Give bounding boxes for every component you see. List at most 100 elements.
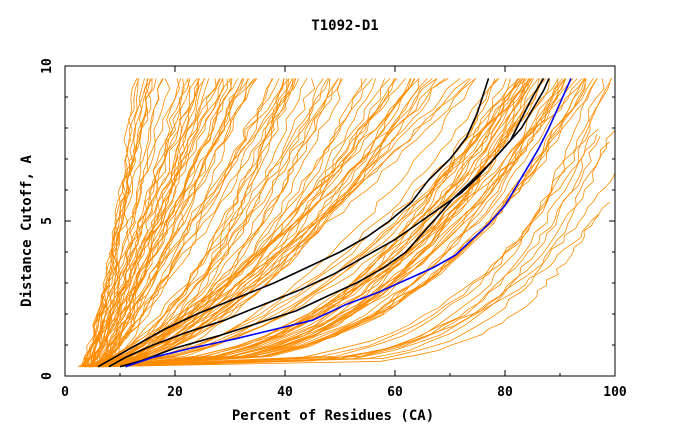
model-curve xyxy=(93,78,232,367)
model-curve xyxy=(87,78,373,368)
model-curve xyxy=(81,78,232,367)
model-curve xyxy=(86,78,182,367)
model-curve xyxy=(88,133,598,368)
chart-title: T1092-D1 xyxy=(311,18,378,34)
x-axis-label: Percent of Residues (CA) xyxy=(232,408,434,424)
model-curve xyxy=(108,78,152,367)
model-curve xyxy=(88,78,164,367)
model-curve xyxy=(101,128,599,368)
highlight-curve-black xyxy=(119,78,550,368)
x-tick-label: 40 xyxy=(277,385,293,400)
model-curve xyxy=(95,78,472,368)
highlight-curve-black xyxy=(97,78,490,368)
model-curve xyxy=(88,78,411,368)
y-tick-label: 0 xyxy=(40,372,55,380)
x-tick-label: 0 xyxy=(61,385,69,400)
model-curve xyxy=(81,78,250,367)
x-tick-label: 80 xyxy=(497,385,513,400)
model-curve xyxy=(98,78,316,368)
model-curve xyxy=(105,201,611,368)
model-curve xyxy=(98,78,198,367)
model-curve xyxy=(93,78,613,368)
y-axis-label: Distance Cutoff, A xyxy=(19,155,35,307)
model-curve xyxy=(98,78,308,368)
model-curve xyxy=(101,78,420,368)
model-curve xyxy=(102,78,367,368)
model-curve xyxy=(77,78,249,368)
model-curve xyxy=(96,78,598,368)
model-curve xyxy=(105,172,616,368)
x-axis-ticks: 0 20 40 60 80 100 xyxy=(61,66,627,400)
model-curve xyxy=(80,78,151,367)
model-curve xyxy=(88,130,616,368)
model-curve xyxy=(104,78,255,368)
model-curve xyxy=(96,78,534,368)
model-curve xyxy=(96,78,190,367)
model-curve xyxy=(89,141,610,368)
model-curve xyxy=(100,78,543,368)
model-curve xyxy=(106,78,533,368)
model-curve xyxy=(99,214,600,368)
model-curves xyxy=(77,78,616,368)
model-curve xyxy=(85,78,438,368)
model-curve xyxy=(85,78,612,368)
model-curve xyxy=(109,78,540,368)
model-curve xyxy=(97,78,180,367)
y-tick-label: 5 xyxy=(40,217,55,225)
model-curve xyxy=(102,78,391,368)
model-curve xyxy=(102,78,566,368)
model-curve xyxy=(90,78,507,368)
model-curve xyxy=(96,78,476,368)
x-tick-label: 100 xyxy=(603,385,627,400)
y-tick-label: 10 xyxy=(40,58,55,74)
model-curve xyxy=(89,78,376,368)
model-curve xyxy=(104,78,200,367)
model-curve xyxy=(80,78,531,368)
model-curve xyxy=(82,78,524,368)
x-tick-label: 60 xyxy=(387,385,403,400)
model-curve xyxy=(105,78,567,368)
model-curve xyxy=(104,78,244,367)
model-curve xyxy=(96,78,273,367)
model-curve xyxy=(106,78,290,368)
model-curve xyxy=(87,78,185,367)
model-curve xyxy=(84,78,598,368)
model-curve xyxy=(96,78,476,368)
model-curve xyxy=(85,78,520,368)
model-curve xyxy=(104,78,386,368)
model-curve xyxy=(92,78,524,368)
model-curve xyxy=(100,78,574,368)
model-curve xyxy=(92,78,288,368)
model-curve xyxy=(101,78,496,368)
model-curve xyxy=(91,136,601,368)
highlight-curve-blue xyxy=(125,78,572,368)
model-curve xyxy=(104,78,245,367)
model-curve xyxy=(91,78,153,367)
model-curve xyxy=(102,78,559,368)
model-curve xyxy=(106,78,342,368)
model-curve xyxy=(88,78,206,367)
model-curve xyxy=(93,78,420,368)
model-curve xyxy=(102,78,511,368)
model-curve xyxy=(85,78,500,368)
model-curve xyxy=(107,78,331,368)
highlighted-curves xyxy=(97,77,572,368)
model-curve xyxy=(80,78,416,368)
model-curve xyxy=(86,78,559,368)
model-curve xyxy=(92,78,528,368)
model-curve xyxy=(91,78,519,368)
model-curve xyxy=(79,78,329,368)
model-curve xyxy=(105,78,205,367)
model-curve xyxy=(101,78,139,367)
model-curve xyxy=(96,78,563,368)
model-curve xyxy=(83,78,163,367)
model-curve xyxy=(89,78,296,368)
model-curve xyxy=(82,78,586,368)
model-curve xyxy=(102,78,583,368)
model-curve xyxy=(102,78,533,368)
model-curve xyxy=(98,78,293,367)
model-curve xyxy=(84,78,587,368)
x-tick-label: 20 xyxy=(167,385,183,400)
model-curve xyxy=(101,78,285,368)
